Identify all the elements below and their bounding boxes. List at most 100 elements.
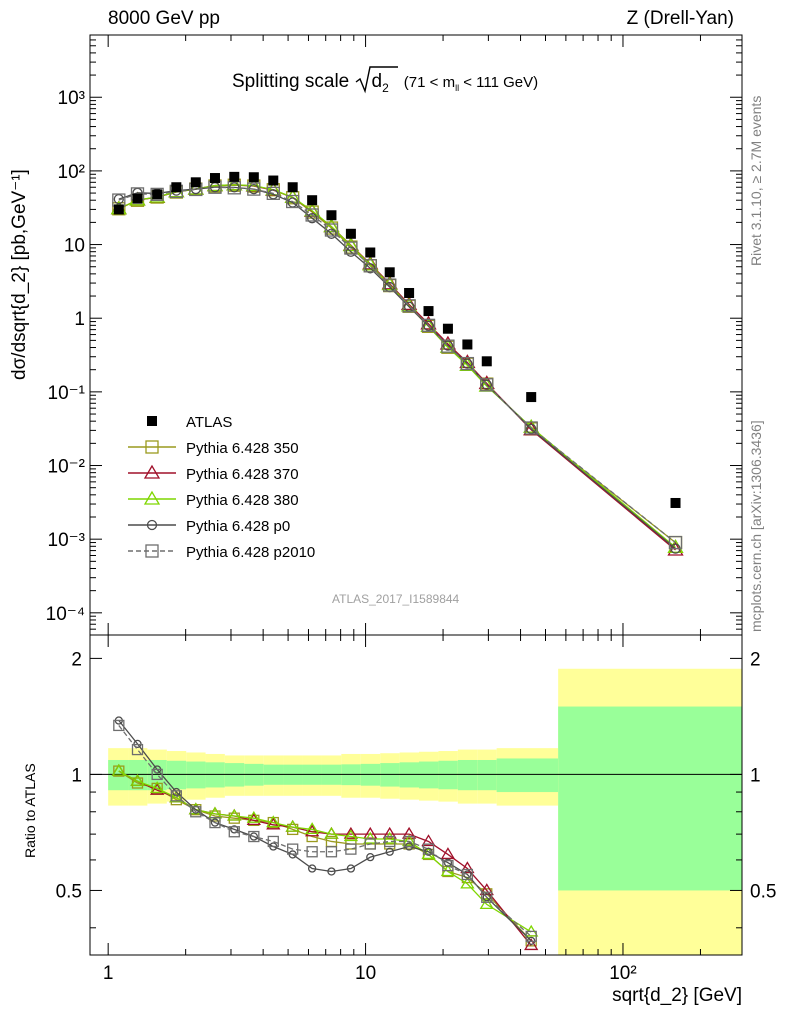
ratio-point (151, 768, 163, 781)
y-tick-label: 10⁻¹ (48, 383, 86, 404)
ratio-point (421, 834, 436, 847)
ratio-point (382, 826, 397, 839)
x-ticks (107, 35, 701, 955)
data-point (171, 182, 182, 193)
band-inner (496, 758, 559, 793)
data-point (248, 172, 259, 183)
ratio-series-line (118, 720, 532, 942)
series-point (524, 421, 538, 435)
band-inner (147, 759, 167, 791)
data-point (132, 193, 143, 204)
series-point (363, 259, 377, 273)
ratio-point (248, 830, 260, 843)
data-point (268, 175, 279, 186)
data-point (229, 171, 240, 182)
ratio-tick-label-right: 2 (750, 649, 761, 670)
legend-label: Pythia 6.428 p0 (186, 518, 290, 535)
series-point (441, 339, 455, 353)
ratio-tick-label-left: 1 (71, 765, 82, 786)
series-point (668, 535, 683, 550)
data-point (190, 177, 201, 188)
data-point (670, 497, 681, 508)
ratio-axis-label: Ratio to ATLAS (22, 763, 38, 858)
series-point (305, 208, 319, 222)
band-inner (419, 761, 439, 789)
ratio-point (363, 831, 378, 844)
ratio-point (479, 897, 494, 910)
uncertainty-bands (108, 668, 742, 955)
series-point (342, 237, 360, 252)
y-tick-label: 10² (58, 162, 85, 183)
series-point (459, 357, 476, 372)
ratio-point (111, 763, 126, 776)
ratio-point (170, 790, 182, 802)
series-point (306, 213, 318, 224)
ratio-point (382, 831, 397, 844)
ratio-point (479, 883, 494, 896)
legend: ATLAS Pythia 6.428 350 Pythia 6.428 370 Pyt… (128, 414, 315, 561)
ratio-point (401, 826, 417, 839)
ratio-point (304, 822, 320, 835)
ratio-point (324, 826, 339, 839)
series-point (423, 320, 434, 332)
series-point (247, 182, 261, 196)
legend-item: Pythia 6.428 350 (128, 440, 299, 457)
ratio-point (346, 864, 356, 873)
data-point (287, 182, 298, 193)
plot-title: Splitting scale d2 (71 < mll < 111 GeV) (232, 66, 538, 96)
band-inner (477, 759, 497, 791)
series-pythia-6-428-p2010 (112, 180, 683, 550)
y-ticks (90, 34, 742, 929)
x-tick-label: 10² (609, 963, 636, 984)
series-point (323, 218, 340, 233)
band-inner (457, 759, 478, 791)
ratio-point (460, 861, 475, 874)
data-point (462, 339, 473, 350)
ratio-tick-label-left: 0.5 (56, 881, 82, 902)
series-point (402, 299, 416, 313)
series-point (245, 177, 262, 192)
ratio-point (345, 843, 357, 855)
ratio-point (442, 859, 454, 872)
y-tick-label: 10⁻³ (48, 530, 86, 551)
series-point (286, 194, 300, 209)
series-point (481, 379, 492, 390)
y-tick-label: 10³ (58, 88, 85, 109)
ratio-point (363, 826, 378, 839)
data-point (384, 267, 395, 278)
series-line (118, 186, 676, 544)
ratio-point (228, 826, 240, 838)
ratio-point (307, 864, 317, 873)
ratio-point (385, 847, 394, 856)
series-point (362, 256, 379, 271)
ratio-point (364, 838, 376, 850)
rivet-version-label: Rivet 3.1.10, ≥ 2.7M events (748, 95, 764, 266)
ratio-series-line (118, 725, 532, 937)
ratio-point (482, 893, 491, 902)
legend-marker (143, 490, 161, 505)
ratio-point (150, 781, 165, 794)
sqrt-symbol: d2 (355, 66, 399, 96)
ratio-point (210, 818, 220, 827)
data-point (307, 195, 318, 206)
ratio-point (325, 846, 338, 858)
ratio-point (131, 743, 144, 756)
legend-marker (145, 440, 159, 454)
ratio-tick-label-right: 0.5 (750, 881, 776, 902)
ratio-point (366, 853, 375, 862)
beam-label: 8000 GeV pp (108, 8, 220, 29)
legend-item: Pythia 6.428 p0 (128, 518, 290, 535)
ratio-point (306, 846, 318, 858)
x-tick-label: 10 (355, 963, 376, 984)
ratio-point (113, 719, 125, 732)
ratio-point (266, 815, 281, 828)
legend-marker (146, 519, 158, 531)
series-atlas (113, 171, 681, 508)
y-axis-label-text: dσ/dsqrt{d_2} [pb,GeV⁻¹] (9, 169, 30, 380)
plot-frames: 10⁻⁴ 10⁻³ 10⁻² 10⁻¹ 1 10 10² 10³ 1 10 10² 0.5 0.5 1 1 2… (46, 34, 776, 984)
ratio-point (460, 876, 475, 889)
ratio-tick-label-right: 1 (750, 765, 761, 786)
ratio-point (403, 835, 415, 848)
plot-title-main: Splitting scale (232, 71, 350, 92)
